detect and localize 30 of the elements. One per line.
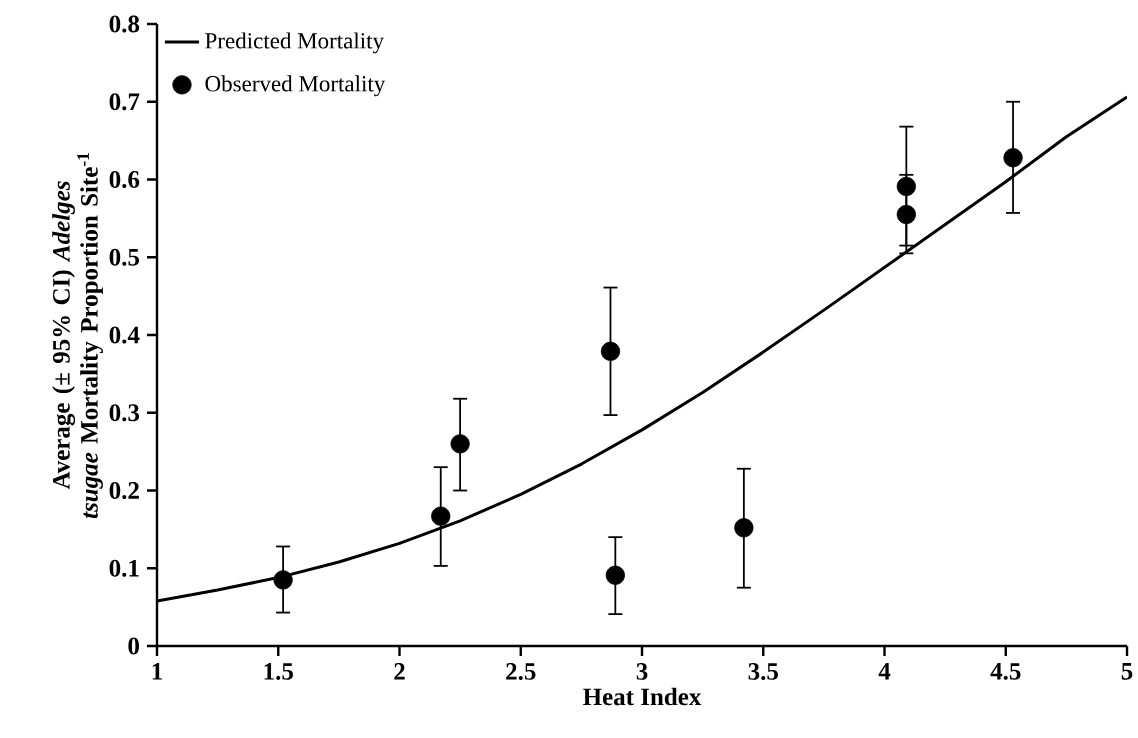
point: [734, 518, 754, 538]
y-tick-label: 0.4: [109, 326, 140, 344]
point: [273, 570, 293, 590]
legend-label: Observed Mortality: [205, 75, 386, 97]
y-tick-label: 0.1: [109, 559, 139, 577]
point: [450, 434, 470, 454]
y-tick-label: 0.6: [109, 171, 140, 188]
x-tick-label: 4: [878, 663, 891, 680]
x-tick-label: 2.5: [506, 663, 536, 680]
y-tick-label: 0: [128, 637, 139, 655]
legend-label: Predicted Mortality: [205, 32, 384, 54]
point: [431, 506, 451, 526]
point: [896, 204, 916, 225]
x-axis-title: Heat Index: [583, 687, 702, 706]
y-tick-label: 0.7: [109, 93, 140, 111]
y-tick-label: 0.5: [109, 248, 140, 266]
point: [605, 565, 625, 585]
x-tick-label: 4.5: [990, 663, 1021, 680]
x-tick-label: 3.5: [748, 663, 778, 680]
x-tick-label: 2: [394, 663, 405, 680]
x-tick-label: 1: [152, 663, 162, 680]
y-tick-label: 0.8: [109, 15, 140, 33]
point: [1003, 148, 1023, 168]
y-tick-label: 0.3: [109, 404, 140, 422]
x-tick-label: 1.5: [264, 663, 293, 680]
x-tick-label: 3: [636, 663, 648, 680]
point: [896, 176, 916, 197]
x-tick-label: 5: [1121, 663, 1133, 680]
y-tick-label: 0.2: [109, 482, 139, 499]
point: [600, 341, 621, 361]
